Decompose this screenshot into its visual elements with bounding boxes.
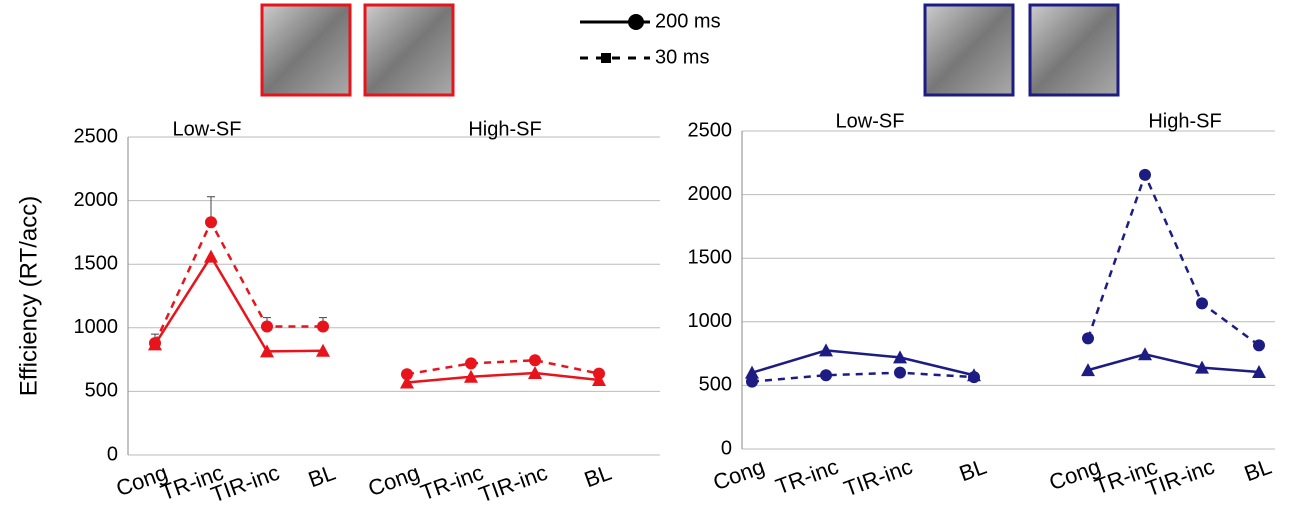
marker [261, 320, 273, 333]
marker [820, 369, 832, 382]
marker [401, 368, 413, 381]
group-title: High-SF [468, 118, 541, 140]
y-tick-label: 1500 [688, 246, 733, 268]
x-tick-label: Cong [710, 454, 768, 495]
x-tick-label: Cong [365, 460, 423, 501]
marker [593, 367, 605, 380]
x-tick-label: BL [305, 460, 339, 493]
y-tick-label: 2500 [688, 119, 733, 141]
marker [745, 365, 759, 379]
legend-marker [628, 14, 644, 30]
marker [968, 371, 980, 384]
marker [893, 350, 907, 364]
y-tick-label: 1000 [688, 310, 733, 332]
x-tick-label: TIR-inc [841, 454, 916, 502]
y-tick-label: 1000 [74, 316, 119, 338]
marker [465, 357, 477, 370]
y-tick-label: 0 [107, 443, 118, 465]
y-tick-label: 0 [721, 437, 732, 459]
marker [894, 366, 906, 379]
series-line [1086, 171, 1260, 347]
series-line [406, 358, 600, 376]
series-line [153, 254, 324, 353]
marker [528, 365, 542, 379]
marker [1082, 332, 1094, 345]
marker [1081, 363, 1095, 377]
group-title: Low-SF [836, 110, 905, 132]
marker [1253, 339, 1265, 352]
rose-image [260, 3, 352, 97]
marker [1196, 297, 1208, 310]
y-tick-label: 2000 [688, 183, 733, 205]
series-line [406, 371, 600, 384]
legend-marker [601, 53, 611, 63]
series-line [153, 219, 323, 344]
legend-label: 30 ms [655, 46, 709, 68]
marker [819, 343, 833, 357]
marker [149, 337, 161, 350]
group-title: Low-SF [173, 118, 242, 140]
y-tick-label: 500 [85, 380, 118, 402]
marker [1138, 347, 1152, 361]
rose-image [923, 3, 1015, 97]
marker [529, 354, 541, 367]
y-tick-label: 2500 [74, 125, 119, 147]
x-tick-label: BL [581, 460, 615, 493]
marker [260, 344, 274, 358]
series-line [751, 371, 975, 383]
series-line [1087, 352, 1260, 374]
marker [205, 216, 217, 229]
marker [400, 375, 414, 389]
face-image [1028, 3, 1120, 97]
x-tick-label: BL [956, 454, 990, 487]
y-axis-label: Efficiency (RT/acc) [15, 196, 42, 397]
y-tick-label: 2000 [74, 189, 119, 211]
marker [317, 320, 329, 333]
x-tick-label: BL [1241, 454, 1275, 487]
group-title: High-SF [1148, 110, 1221, 132]
marker [316, 343, 330, 357]
marker [1195, 360, 1209, 374]
marker [1139, 168, 1151, 181]
marker [1252, 365, 1266, 379]
marker [464, 369, 478, 383]
series-line [751, 349, 975, 377]
y-tick-label: 500 [699, 374, 732, 396]
legend-label: 200 ms [655, 10, 721, 32]
x-tick-label: TR-inc [772, 454, 841, 500]
house-image [363, 3, 455, 97]
marker [746, 375, 758, 388]
x-tick-label: TR-inc [417, 460, 486, 506]
x-tick-label: TIR-inc [476, 460, 551, 508]
y-tick-label: 1500 [74, 252, 119, 274]
marker [204, 249, 218, 263]
